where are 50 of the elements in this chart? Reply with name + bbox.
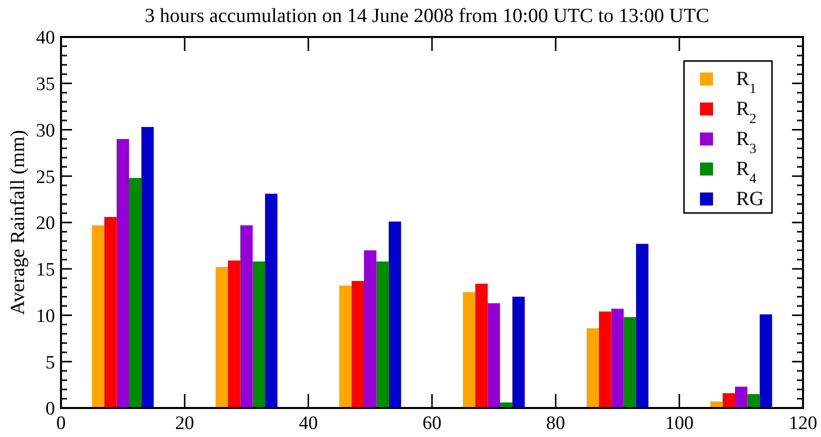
x-tick-label: 20: [175, 413, 194, 434]
y-tick-label: 40: [36, 28, 55, 49]
y-tick-label: 25: [36, 166, 55, 188]
chart-title: 3 hours accumulation on 14 June 2008 from 10:00 UTC to 13:00 UTC: [144, 5, 710, 27]
bar: [240, 225, 253, 408]
legend-label: R$_{3}$: [736, 128, 756, 156]
bar: [352, 280, 364, 408]
bar: [228, 260, 240, 408]
x-tick-label: 40: [298, 413, 318, 434]
y-axis-title: Average Rainfall (mm): [7, 130, 29, 316]
bar: [722, 393, 735, 408]
bar: [462, 292, 476, 408]
x-tick-label: 100: [665, 413, 694, 434]
bar: [339, 286, 352, 408]
bar: [252, 261, 266, 408]
bar: [760, 314, 772, 408]
legend-label: R$_{2}$: [736, 98, 756, 126]
legend-label: R$_{1}$: [736, 68, 756, 96]
bar: [388, 222, 402, 408]
bar: [611, 308, 624, 408]
bar: [92, 225, 104, 408]
bar: [636, 244, 648, 408]
bar: [624, 317, 636, 408]
bar: [512, 296, 525, 408]
bar: [586, 328, 599, 408]
legend-label: RG: [736, 188, 764, 210]
bar: [141, 126, 154, 408]
bar: [364, 250, 376, 408]
y-tick-label: 10: [36, 306, 55, 327]
y-tick-label: 5: [46, 352, 55, 374]
y-tick-label: 35: [36, 74, 55, 96]
x-tick-label: 80: [546, 413, 566, 434]
bar: [104, 216, 117, 408]
x-tick-label: 120: [788, 413, 818, 434]
legend-label: R$_{4}$: [736, 158, 756, 186]
bar: [129, 178, 142, 408]
y-tick-label: 20: [36, 213, 55, 234]
bar: [747, 394, 760, 408]
bar: [598, 312, 612, 408]
bar: [475, 284, 488, 408]
bar: [734, 386, 748, 408]
y-tick-label: 0: [46, 398, 55, 420]
x-tick-label: 60: [422, 413, 442, 434]
y-tick-label: 30: [36, 120, 55, 142]
bar: [376, 261, 389, 408]
bar: [265, 194, 278, 408]
bar: [216, 267, 228, 408]
bar: [488, 303, 500, 408]
y-tick-label: 15: [36, 260, 55, 281]
bar: [116, 139, 130, 408]
